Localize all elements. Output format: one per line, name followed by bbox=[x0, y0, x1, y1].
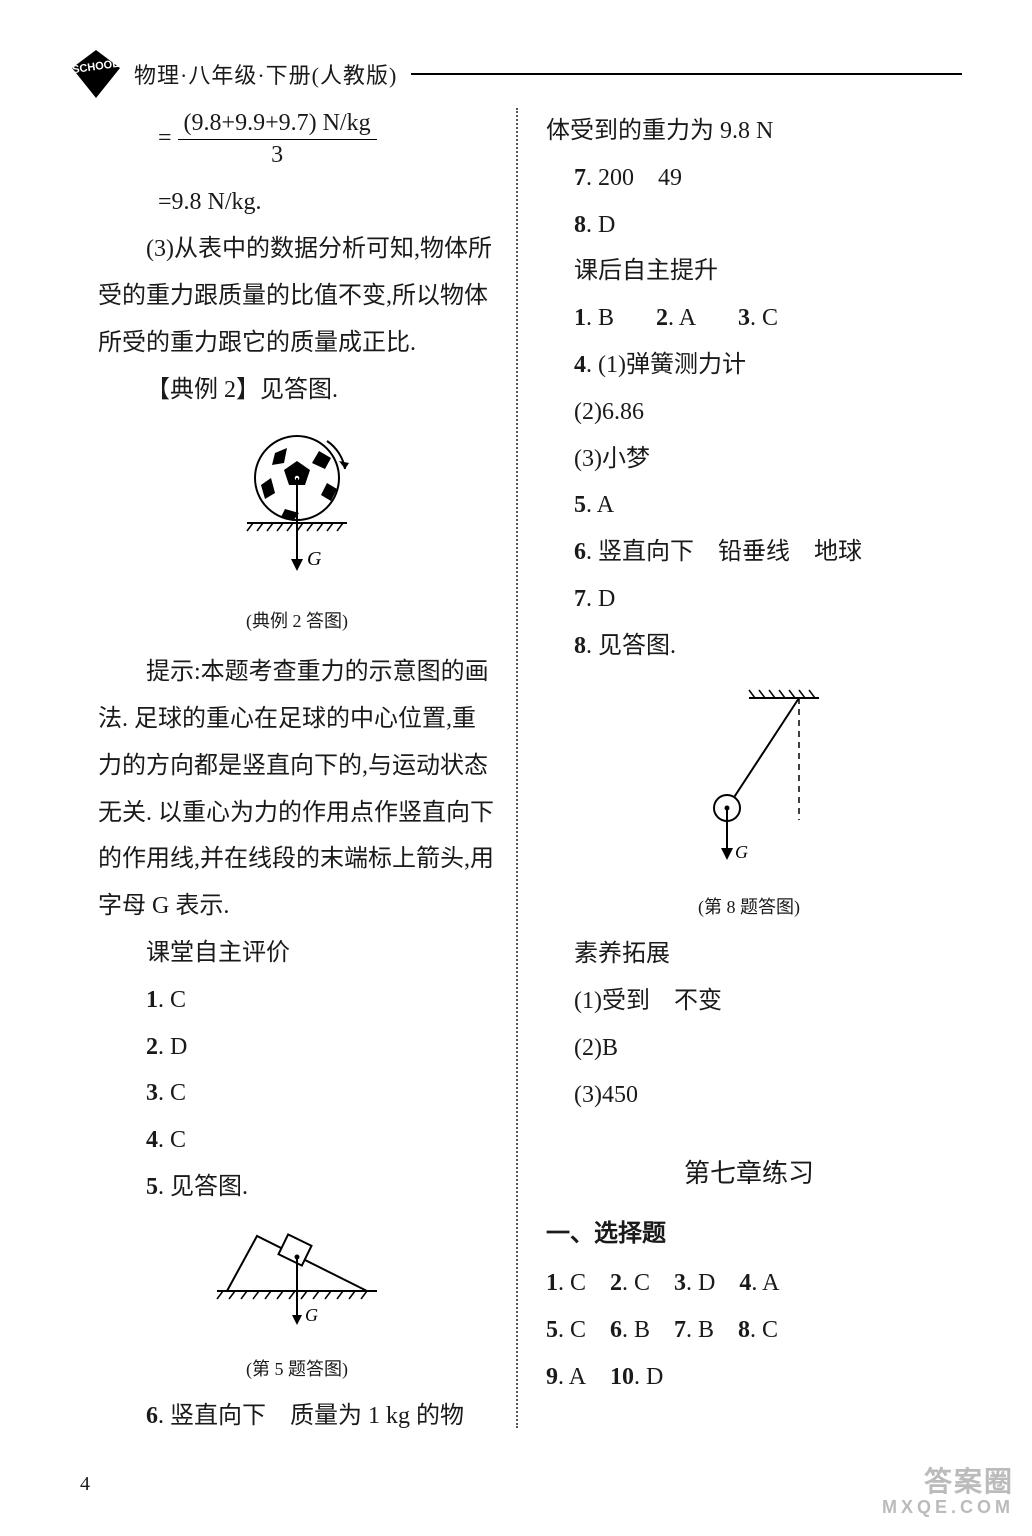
item-a3: 3. C bbox=[98, 1070, 496, 1117]
watermark-line2: MXQE.COM bbox=[882, 1498, 1014, 1518]
figure-incline: G bbox=[98, 1221, 496, 1348]
example2-heading: 【典例 2】见答图. bbox=[98, 367, 496, 414]
item-a5: 5. 见答图. bbox=[98, 1164, 496, 1211]
svg-text:G: G bbox=[307, 548, 322, 570]
hint-paragraph: 提示:本题考查重力的示意图的画法. 足球的重心在足球的中心位置,重力的方向都是竖… bbox=[98, 649, 496, 930]
item-b7: 7. D bbox=[546, 576, 952, 623]
item-a4: 4. C bbox=[98, 1117, 496, 1164]
figure-pendulum: G bbox=[546, 680, 952, 887]
page-header: SCHOOL 物理·八年级·下册(人教版) bbox=[70, 48, 962, 100]
item-a7: 7. 200 49 bbox=[546, 155, 952, 202]
figure-soccer-caption: (典例 2 答图) bbox=[98, 604, 496, 639]
header-rule bbox=[411, 73, 962, 75]
item-b4: 4. (1)弹簧测力计 bbox=[546, 342, 952, 389]
paragraph-analysis: (3)从表中的数据分析可知,物体所受的重力跟质量的比值不变,所以物体所受的重力跟… bbox=[98, 226, 496, 366]
item-c2: (2)B bbox=[546, 1025, 952, 1072]
school-badge-icon: SCHOOL bbox=[70, 48, 122, 100]
svg-text:G: G bbox=[735, 842, 748, 862]
section-after-class: 课后自主提升 bbox=[546, 248, 952, 295]
figure-incline-caption: (第 5 题答图) bbox=[98, 1352, 496, 1387]
row-b1-3: 1. B 2. A 3. C bbox=[546, 295, 952, 342]
item-b5: 5. A bbox=[546, 482, 952, 529]
right-continuation: 体受到的重力为 9.8 N bbox=[546, 108, 952, 155]
column-divider bbox=[516, 108, 518, 1428]
choice-heading: 一、选择题 bbox=[546, 1211, 952, 1258]
left-column: = (9.8+9.9+9.7) N/kg3 =9.8 N/kg. (3)从表中的… bbox=[70, 108, 516, 1428]
section-classroom-eval: 课堂自主评价 bbox=[98, 930, 496, 977]
header-title: 物理·八年级·下册(人教版) bbox=[134, 58, 397, 90]
item-a1: 1. C bbox=[98, 977, 496, 1024]
choice-row-3: 9. A 10. D bbox=[546, 1354, 952, 1401]
chapter-title: 第七章练习 bbox=[546, 1149, 952, 1200]
item-a2: 2. D bbox=[98, 1024, 496, 1071]
choice-row-2: 5. C 6. B 7. B 8. C bbox=[546, 1307, 952, 1354]
item-b4-3: (3)小梦 bbox=[546, 436, 952, 483]
right-column: 体受到的重力为 9.8 N 7. 200 49 8. D 课后自主提升 1. B… bbox=[516, 108, 962, 1428]
page-number: 4 bbox=[80, 1473, 90, 1496]
item-b8: 8. 见答图. bbox=[546, 623, 952, 670]
equation-result: =9.8 N/kg. bbox=[98, 179, 496, 226]
svg-text:G: G bbox=[305, 1305, 318, 1325]
fraction-denominator: 3 bbox=[178, 140, 377, 171]
item-a8: 8. D bbox=[546, 202, 952, 249]
item-b4-2: (2)6.86 bbox=[546, 389, 952, 436]
figure-pendulum-caption: (第 8 题答图) bbox=[546, 890, 952, 925]
section-literacy: 素养拓展 bbox=[546, 931, 952, 978]
equation-fraction: = (9.8+9.9+9.7) N/kg3 bbox=[98, 108, 496, 171]
fraction-numerator: (9.8+9.9+9.7) N/kg bbox=[178, 108, 377, 140]
watermark: 答案圈 MXQE.COM bbox=[882, 1467, 1014, 1518]
item-b6: 6. 竖直向下 铅垂线 地球 bbox=[546, 529, 952, 576]
watermark-line1: 答案圈 bbox=[882, 1467, 1014, 1498]
figure-soccer: G bbox=[98, 423, 496, 600]
item-c3: (3)450 bbox=[546, 1072, 952, 1119]
item-c1: (1)受到 不变 bbox=[546, 978, 952, 1025]
choice-row-1: 1. C 2. C 3. D 4. A bbox=[546, 1260, 952, 1307]
item-a6: 6. 竖直向下 质量为 1 kg 的物 bbox=[98, 1393, 496, 1440]
